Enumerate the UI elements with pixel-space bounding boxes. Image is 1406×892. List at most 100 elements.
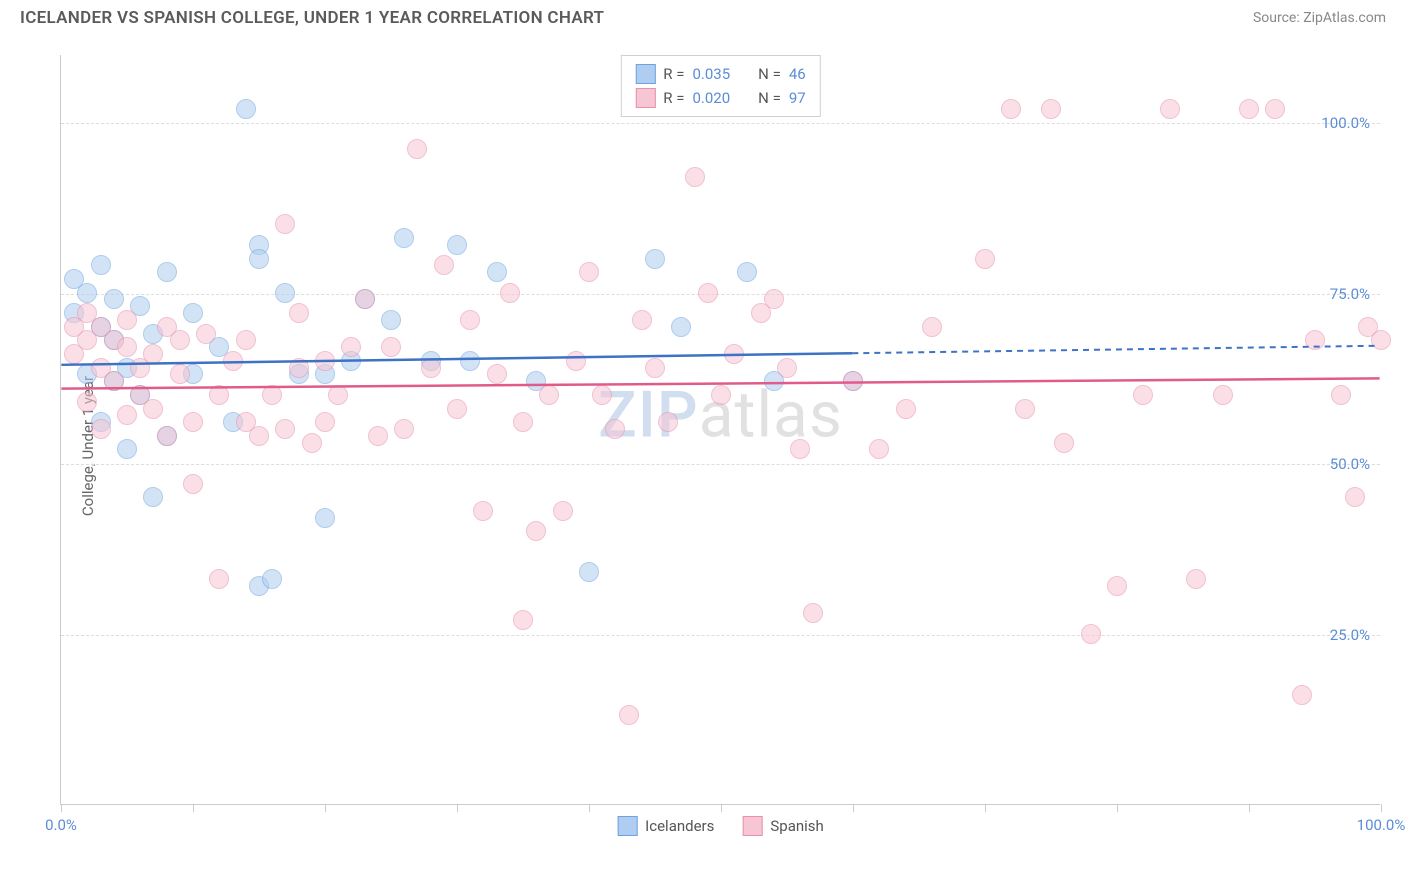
y-tick-label: 50.0% [1330,455,1370,473]
scatter-point [262,385,282,405]
x-tick [1117,804,1118,812]
legend-n-label: N = [758,89,781,107]
scatter-point [605,419,625,439]
scatter-point [896,399,916,419]
scatter-point [1160,99,1180,119]
scatter-point [566,351,586,371]
scatter-point [513,610,533,630]
scatter-point [645,249,665,269]
scatter-point [407,139,427,159]
scatter-point [619,705,639,725]
scatter-point [289,358,309,378]
scatter-point [368,426,388,446]
scatter-point [724,344,744,364]
scatter-point [262,569,282,589]
scatter-point [183,303,203,323]
series-legend-item: Spanish [742,816,823,836]
x-tick [721,804,722,812]
x-tick [589,804,590,812]
scatter-point [421,358,441,378]
gridline [61,464,1380,465]
scatter-point [1133,385,1153,405]
x-tick [457,804,458,812]
scatter-point [658,412,678,432]
chart-plot-area: ZIPatlas R =0.035N =46R =0.020N =97 Icel… [60,55,1380,805]
scatter-point [355,289,375,309]
y-tick-label: 25.0% [1330,626,1370,644]
scatter-point [117,310,137,330]
scatter-point [104,371,124,391]
x-tick [985,804,986,812]
scatter-point [460,310,480,330]
gridline [61,294,1380,295]
scatter-point [737,262,757,282]
scatter-point [922,317,942,337]
scatter-point [275,419,295,439]
scatter-point [473,501,493,521]
scatter-point [394,228,414,248]
scatter-point [236,330,256,350]
x-tick [1381,804,1382,812]
source-label: Source: ZipAtlas.com [1253,10,1386,26]
scatter-point [209,385,229,405]
scatter-point [77,392,97,412]
scatter-point [1054,433,1074,453]
x-tick [193,804,194,812]
scatter-point [645,358,665,378]
scatter-point [196,324,216,344]
scatter-point [1041,99,1061,119]
scatter-point [341,337,361,357]
chart-title: ICELANDER VS SPANISH COLLEGE, UNDER 1 YE… [20,8,604,28]
legend-r-label: R = [663,65,684,83]
scatter-point [1107,576,1127,596]
x-tick [325,804,326,812]
scatter-point [803,603,823,623]
scatter-point [249,249,269,269]
scatter-point [183,474,203,494]
y-tick-label: 100.0% [1321,114,1370,132]
scatter-point [500,283,520,303]
scatter-point [698,283,718,303]
legend-swatch [617,816,637,836]
scatter-point [1001,99,1021,119]
scatter-point [209,569,229,589]
scatter-point [487,262,507,282]
legend-r-value: 0.020 [692,89,730,107]
scatter-point [104,289,124,309]
scatter-point [249,426,269,446]
legend-n-value: 97 [789,89,806,107]
legend-row: R = 0.020 N = 97 [635,86,805,110]
scatter-point [869,439,889,459]
scatter-point [843,371,863,391]
scatter-point [117,405,137,425]
scatter-point [671,317,691,337]
scatter-point [157,426,177,446]
scatter-point [170,364,190,384]
scatter-point [1239,99,1259,119]
series-legend: Icelanders Spanish [617,816,824,836]
scatter-point [315,412,335,432]
scatter-point [91,419,111,439]
scatter-point [170,330,190,350]
legend-n-label: N = [758,65,781,83]
scatter-point [394,419,414,439]
scatter-point [1371,330,1391,350]
scatter-point [1015,399,1035,419]
scatter-point [223,351,243,371]
scatter-point [1186,569,1206,589]
scatter-point [328,385,348,405]
scatter-point [117,439,137,459]
scatter-point [1305,330,1325,350]
scatter-point [91,255,111,275]
correlation-legend: R =0.035N =46R =0.020N =97 [620,55,820,117]
scatter-point [1265,99,1285,119]
x-tick-label: 100.0% [1357,816,1406,834]
scatter-point [381,337,401,357]
scatter-point [975,249,995,269]
scatter-point [447,399,467,419]
scatter-point [1213,385,1233,405]
scatter-point [236,99,256,119]
legend-r-label: R = [663,89,684,107]
series-legend-item: Icelanders [617,816,714,836]
legend-swatch [742,816,762,836]
